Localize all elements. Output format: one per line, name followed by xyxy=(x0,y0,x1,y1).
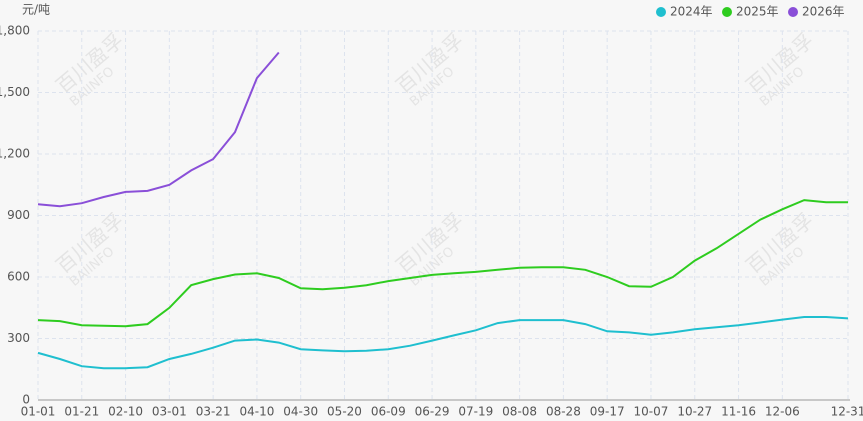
y-tick-label: 1,200 xyxy=(0,147,30,161)
y-tick-label: 0 xyxy=(22,393,30,407)
legend-label: 2024年 xyxy=(670,5,713,19)
legend-marker xyxy=(722,7,732,17)
x-tick-label: 06-09 xyxy=(371,405,406,419)
y-unit: 元/吨 xyxy=(22,3,50,17)
y-tick-label: 300 xyxy=(7,331,30,345)
x-tick-label: 06-29 xyxy=(415,405,450,419)
legend-marker xyxy=(656,7,666,17)
x-tick-label: 11-16 xyxy=(721,405,756,419)
x-tick-label: 08-28 xyxy=(546,405,581,419)
x-tick-label: 01-01 xyxy=(21,405,56,419)
series-line xyxy=(37,199,848,328)
x-tick-label: 02-10 xyxy=(108,405,143,419)
x-tick-label: 09-17 xyxy=(590,405,625,419)
x-tick-label: 01-21 xyxy=(64,405,99,419)
legend-marker xyxy=(788,7,798,17)
x-tick-label: 12-06 xyxy=(765,405,800,419)
series-line xyxy=(37,51,280,208)
series-line xyxy=(37,316,849,370)
x-tick-label: 03-21 xyxy=(196,405,231,419)
x-tick-label: 04-10 xyxy=(239,405,274,419)
legend-label: 2025年 xyxy=(736,5,779,19)
y-tick-label: 900 xyxy=(7,208,30,222)
legend-label: 2026年 xyxy=(802,5,845,19)
x-tick-label: 04-30 xyxy=(283,405,318,419)
x-tick-label: 08-08 xyxy=(502,405,537,419)
x-tick-label: 10-07 xyxy=(634,405,669,419)
x-tick-label: 10-27 xyxy=(677,405,712,419)
x-tick-label: 12-31 xyxy=(831,405,863,419)
y-tick-label: 1,500 xyxy=(0,85,30,99)
y-tick-label: 1,800 xyxy=(0,24,30,38)
x-tick-label: 03-01 xyxy=(152,405,187,419)
x-tick-label: 05-20 xyxy=(327,405,362,419)
y-tick-label: 600 xyxy=(7,270,30,284)
x-tick-label: 07-19 xyxy=(458,405,493,419)
